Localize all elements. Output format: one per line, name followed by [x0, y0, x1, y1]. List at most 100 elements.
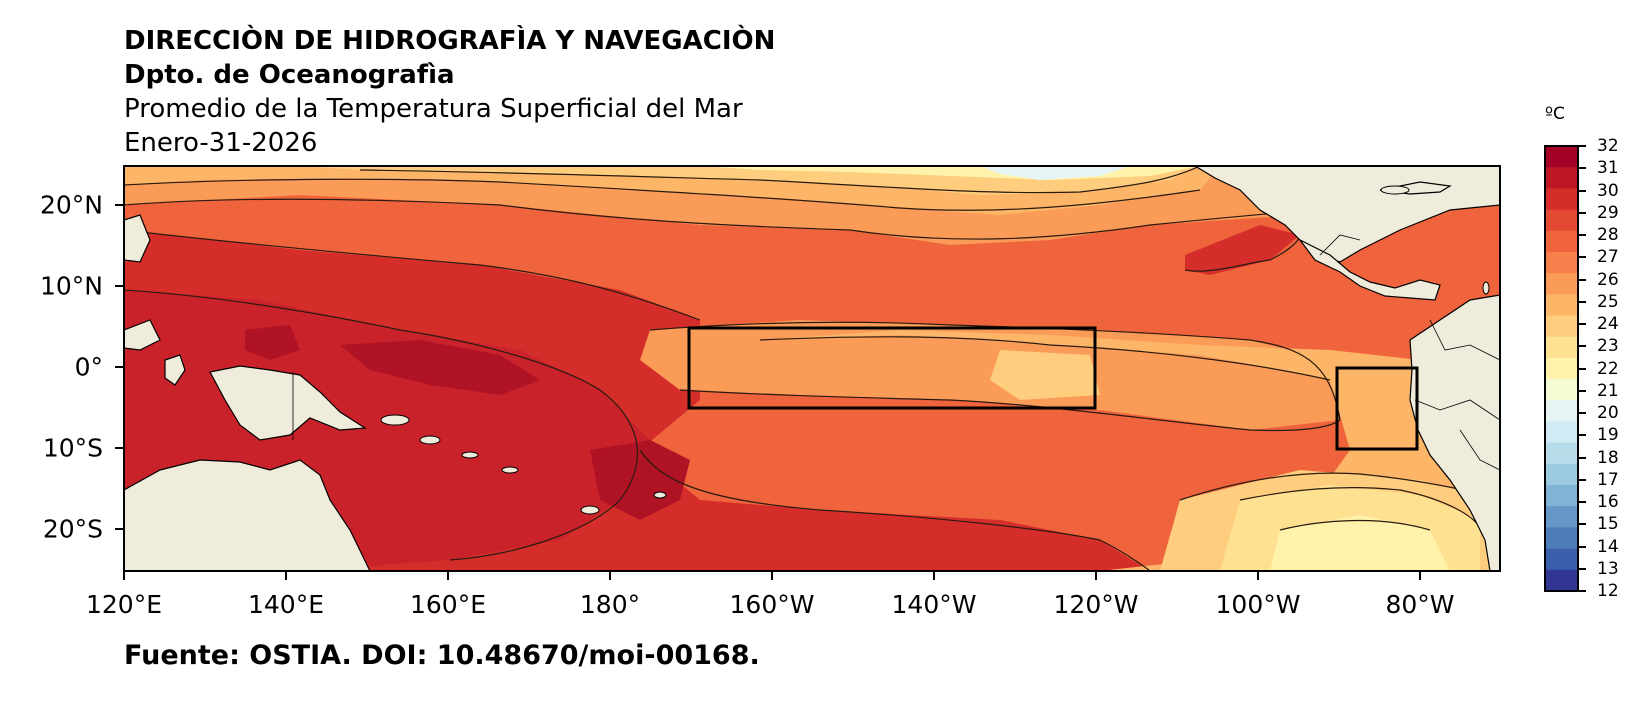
colorbar-label: 25 — [1597, 291, 1619, 312]
colorbar-label: 12 — [1597, 581, 1619, 601]
island — [1482, 281, 1490, 295]
island — [419, 435, 441, 445]
colorbar-swatch — [1545, 357, 1578, 380]
lon-label-160e: 160°E — [409, 590, 487, 619]
colorbar-label: 30 — [1597, 180, 1619, 201]
colorbar-tick — [1578, 211, 1586, 214]
colorbar-tick — [1578, 412, 1586, 414]
contour-line — [124, 198, 1500, 240]
lat-tick — [115, 285, 124, 287]
lon-tick — [1095, 571, 1097, 580]
colorbar-label: 24 — [1597, 314, 1619, 334]
colorbar-tick — [1578, 523, 1586, 526]
colorbar-swatch — [1545, 294, 1578, 317]
colorbar-tick — [1578, 300, 1586, 303]
land-sulawesi — [164, 354, 186, 386]
colorbar-label: 14 — [1597, 536, 1619, 557]
sst-zone-cold-tongue-24 — [990, 350, 1100, 400]
colorbar-swatch — [1545, 188, 1578, 211]
colorbar-swatch — [1545, 463, 1578, 486]
lon-label-140w: 140°W — [891, 590, 977, 619]
sst-field — [124, 166, 1500, 571]
colorbar-swatch — [1545, 315, 1578, 338]
sst-zone-warm-core-31b — [590, 440, 690, 520]
contour-line — [639, 449, 1151, 571]
contour-line — [359, 166, 1201, 194]
sst-zone-panama-warm — [1185, 225, 1300, 275]
land-australia — [124, 459, 371, 571]
colorbar-label: 20 — [1597, 403, 1619, 423]
lon-tick — [1257, 571, 1259, 580]
sst-zone-southeast-22 — [1270, 515, 1450, 571]
colorbar-swatch — [1545, 209, 1578, 232]
lat-tick — [115, 447, 124, 449]
colorbar-label: 15 — [1597, 514, 1619, 535]
colorbar-label: 13 — [1597, 558, 1619, 579]
colorbar-label: 17 — [1597, 469, 1619, 490]
colorbar-swatch — [1545, 251, 1578, 274]
lat-label-0: 0° — [74, 352, 103, 382]
colorbar-tick — [1578, 545, 1586, 548]
land-new-guinea — [209, 365, 367, 441]
colorbar-swatch — [1545, 569, 1578, 592]
islands — [380, 185, 1490, 515]
lat-tick — [115, 528, 124, 530]
land-central-america — [1299, 239, 1441, 301]
colorbar-label: 18 — [1597, 447, 1619, 468]
map-frame — [123, 165, 1501, 572]
lon-label-180: 180° — [579, 590, 641, 619]
lon-tick — [123, 571, 125, 580]
colorbar-label: 16 — [1597, 492, 1619, 512]
colorbar-unit: ºC — [1545, 104, 1565, 124]
contour-line — [124, 289, 638, 561]
lat-tick — [115, 366, 124, 368]
colorbar-swatch — [1545, 146, 1578, 168]
border-line — [1429, 319, 1500, 361]
agency-title: DIRECCIÒN DE HIDROGRAFÌA Y NAVEGACIÒN — [124, 26, 776, 56]
island — [580, 505, 600, 515]
island — [653, 491, 667, 499]
lat-label-20s: 20°S — [42, 514, 103, 544]
lon-label-160w: 160°W — [729, 590, 815, 619]
contour-line — [1239, 487, 1481, 531]
colorbar-tick — [1578, 367, 1586, 370]
colorbar-tick — [1578, 189, 1586, 192]
contour-line — [1279, 519, 1431, 531]
colorbar-tick — [1578, 389, 1586, 392]
colorbar-label: 28 — [1597, 225, 1619, 245]
lon-tick — [609, 571, 611, 580]
colorbar-tick — [1578, 501, 1586, 503]
island — [1380, 185, 1410, 195]
colorbar-tick — [1578, 345, 1586, 348]
colorbar-label: 31 — [1597, 158, 1619, 179]
colorbar-tick — [1578, 256, 1586, 259]
colorbar-tick — [1578, 145, 1586, 147]
source-footer: Fuente: OSTIA. DOI: 10.48670/moi-00168. — [124, 640, 760, 671]
land-south-america — [1409, 294, 1500, 571]
colorbar-label: 32 — [1597, 136, 1619, 156]
colorbar-swatch — [1545, 167, 1578, 189]
colorbar-swatch — [1545, 230, 1578, 253]
colorbar-tick — [1578, 234, 1586, 236]
colorbar-tick — [1578, 456, 1586, 459]
colorbar-swatch — [1545, 548, 1578, 571]
colorbar-swatch — [1545, 421, 1578, 444]
colorbar-label: 21 — [1597, 380, 1619, 401]
map-date: Enero-31-2026 — [124, 128, 318, 158]
colorbar-label: 23 — [1597, 336, 1619, 357]
colorbar-tick — [1578, 478, 1586, 481]
colorbar-tick — [1578, 434, 1586, 437]
land-philippines — [124, 214, 151, 263]
colorbar-label: 22 — [1597, 358, 1619, 379]
colorbar-swatch — [1545, 527, 1578, 550]
colorbar-tick — [1578, 323, 1586, 325]
colorbar-swatch — [1545, 485, 1578, 507]
nino-1-2-region — [1335, 366, 1419, 451]
lon-tick — [1419, 571, 1421, 580]
contour-line — [1184, 234, 1301, 272]
lon-tick — [447, 571, 449, 580]
department-title: Dpto. de Oceanografìa — [124, 60, 455, 90]
island — [501, 466, 519, 474]
nino-3-4-region — [687, 326, 1097, 410]
